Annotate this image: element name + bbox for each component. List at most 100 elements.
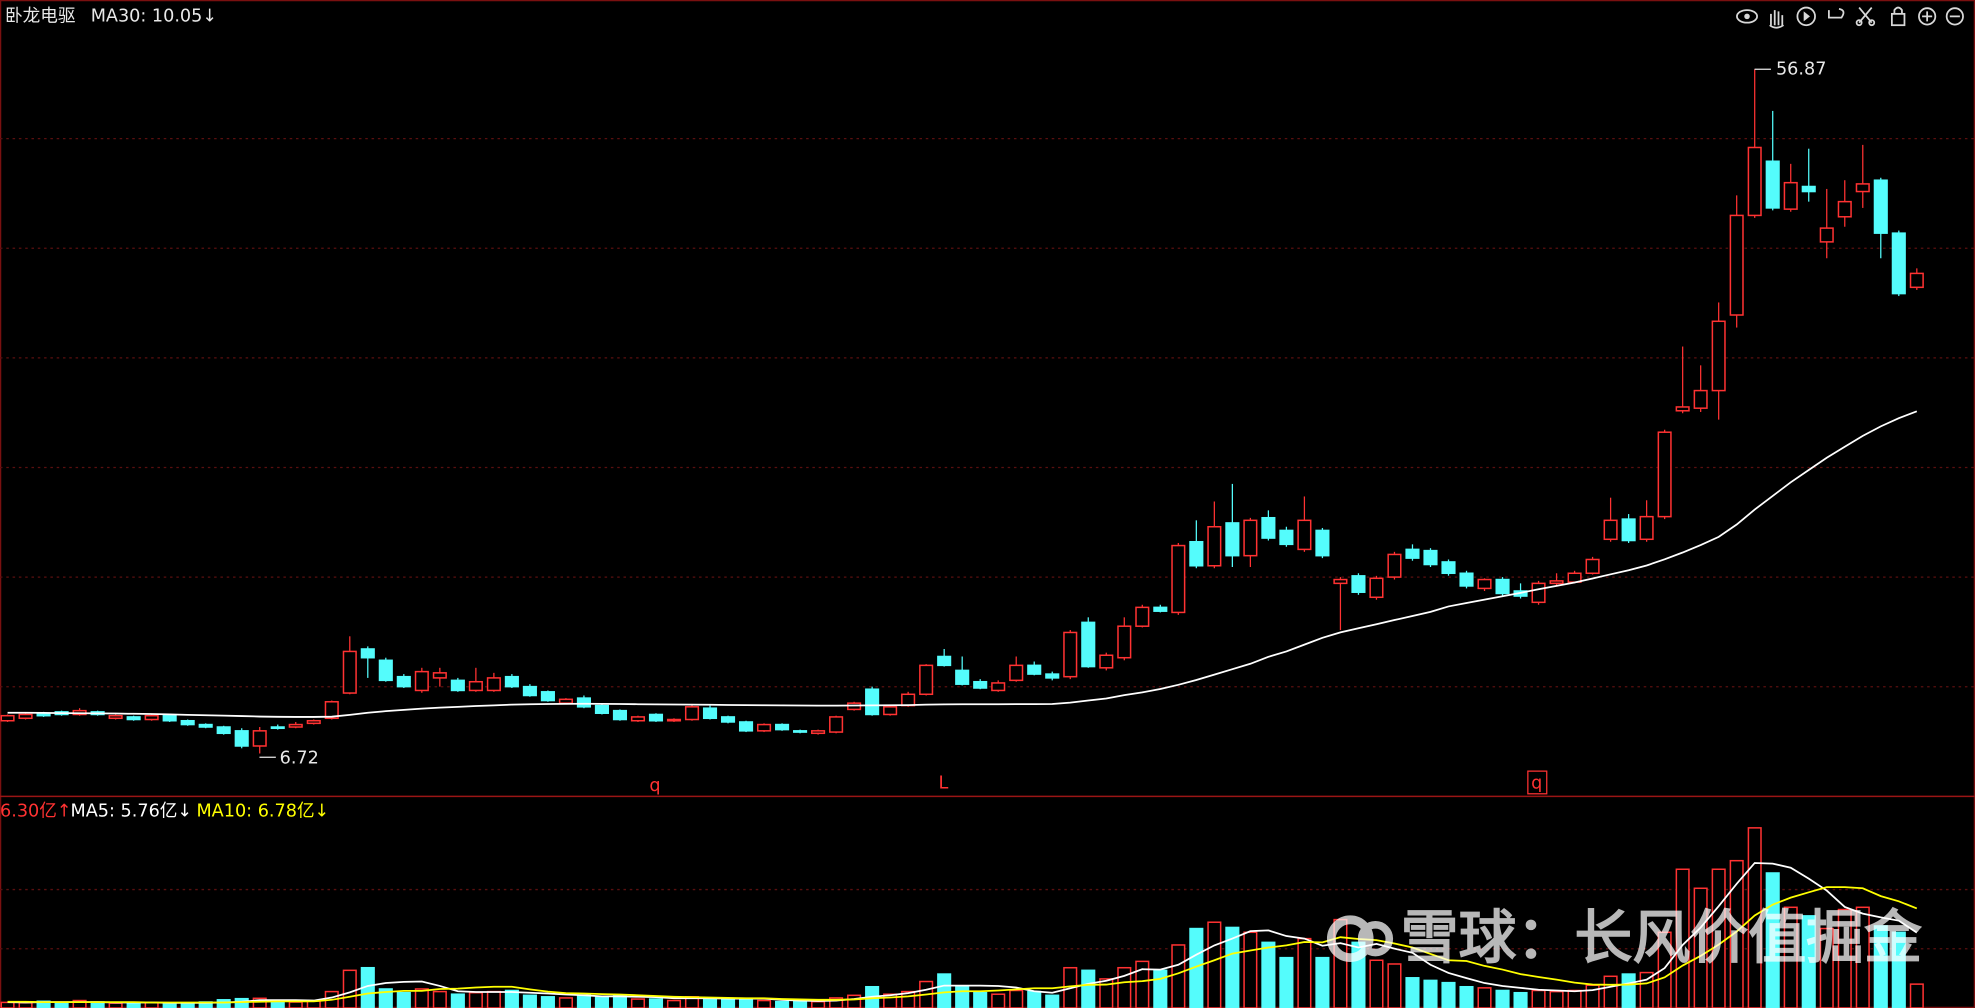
candle-body (883, 706, 898, 716)
candle-body (1531, 582, 1546, 604)
volume-bar (1729, 859, 1744, 1008)
candle-body (576, 697, 591, 708)
candle-body (504, 675, 519, 688)
logo-ring (1326, 915, 1374, 963)
candle-body (1639, 515, 1654, 541)
volume-bar (396, 991, 411, 1008)
watermark-text: 雪球：长风价值掘金 (1401, 903, 1923, 971)
candle-body (1603, 519, 1618, 541)
volume-bar (775, 1000, 790, 1008)
event-marker-box[interactable] (1527, 770, 1548, 795)
candle-body (648, 713, 664, 722)
candle-body (162, 714, 177, 722)
volume-bar (432, 990, 447, 1008)
volume-bar (991, 993, 1006, 1008)
volume-bar (1459, 985, 1474, 1008)
ma30-legend: MA30: 10.05↓ (91, 6, 217, 26)
volume-bar (1801, 915, 1816, 1008)
candle-body (468, 680, 483, 692)
volume-bar (738, 998, 754, 1008)
volume-bar (648, 998, 664, 1008)
candle-body (1837, 200, 1852, 218)
candle-body (252, 730, 267, 747)
candle-body (1873, 179, 1888, 234)
candle-body (198, 723, 213, 728)
candle-body (18, 713, 33, 720)
candle-body (144, 714, 159, 721)
zoom-out-icon[interactable] (1945, 7, 1964, 26)
volume-bar (108, 1002, 123, 1008)
volume-bar (937, 973, 952, 1008)
candle-body (522, 685, 537, 697)
volume-bar (558, 997, 573, 1008)
candle-body (396, 675, 411, 688)
candle-body (1261, 516, 1276, 539)
volume-bar (1243, 931, 1258, 1008)
candle-body (1549, 580, 1564, 585)
volume-bar (1513, 991, 1528, 1008)
candle-body (1675, 406, 1690, 412)
candle-body (1891, 232, 1906, 295)
volume-bar (162, 1002, 177, 1008)
ma-line (7, 410, 1918, 718)
lock-icon[interactable] (1890, 6, 1906, 27)
volume-bar (234, 997, 249, 1008)
volume-bar (594, 996, 610, 1008)
candle-body (1333, 578, 1348, 585)
volume-bar (1297, 937, 1312, 1008)
volume-bar (72, 999, 87, 1008)
cut-icon[interactable] (1855, 6, 1876, 27)
candle-body (1009, 664, 1024, 682)
volume-bar (1441, 981, 1456, 1008)
event-marker[interactable]: q (649, 776, 660, 796)
volume-bar (1279, 956, 1294, 1008)
volume-bar (126, 1002, 141, 1008)
volume-bar (847, 994, 862, 1008)
candle-body (901, 693, 916, 707)
candle-body (342, 650, 357, 694)
volume-bar (540, 996, 555, 1008)
hand-icon[interactable] (1769, 10, 1785, 29)
volume-bar (1207, 921, 1222, 1008)
candle-body (414, 670, 429, 692)
candle-body (1441, 561, 1456, 575)
candle-body (450, 679, 465, 692)
zoom-in-icon[interactable] (1918, 7, 1937, 26)
undo-icon[interactable] (1828, 7, 1845, 19)
volume-bar (1819, 927, 1834, 1008)
volume-bar (1171, 944, 1186, 1008)
stock-name: 卧龙电驱 (5, 5, 76, 26)
volume-bar (955, 985, 970, 1008)
candle-body (720, 716, 736, 723)
candle-body (540, 691, 555, 702)
candle-body (1189, 540, 1204, 567)
candle-body (738, 721, 754, 732)
candle-body (432, 672, 447, 679)
volume-bar (450, 993, 465, 1008)
candle-body (1171, 544, 1186, 614)
eye-icon[interactable] (1736, 9, 1758, 24)
volume-bar (1369, 959, 1384, 1008)
candle-body (360, 648, 375, 659)
candle-body (1135, 606, 1150, 627)
ma-line (7, 886, 1918, 1004)
event-marker[interactable]: q (1531, 774, 1542, 794)
volume-bar (973, 991, 988, 1008)
event-marker[interactable]: L (939, 774, 949, 794)
volume-bar (1009, 989, 1024, 1008)
candle-body (1477, 578, 1492, 590)
toolbar (1736, 6, 1964, 29)
candle-body (1117, 625, 1132, 659)
volume-bar (1477, 987, 1492, 1008)
candle-body (1909, 272, 1924, 289)
watermark: 雪球：长风价值掘金 (1326, 903, 1923, 971)
candle-body (1819, 227, 1834, 243)
candle-body (288, 723, 303, 728)
volume-bar (1711, 868, 1726, 1008)
candle-body (1621, 518, 1636, 542)
volume-bar (1603, 975, 1618, 1008)
play-icon[interactable] (1796, 6, 1816, 27)
volume-bar (1423, 979, 1438, 1008)
volume-bar (702, 997, 718, 1008)
